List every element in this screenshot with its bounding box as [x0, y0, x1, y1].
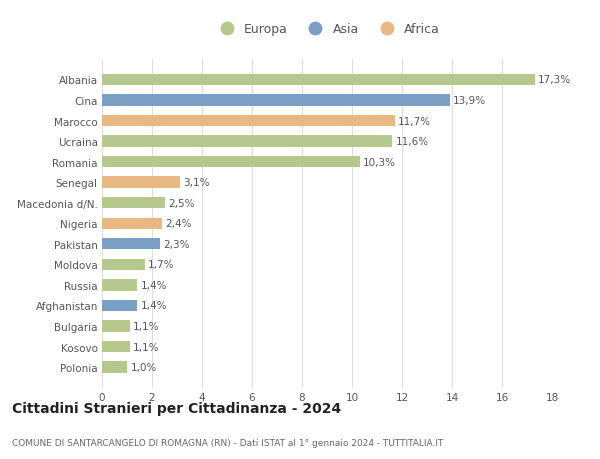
Legend: Europa, Asia, Africa: Europa, Asia, Africa: [214, 23, 440, 36]
Text: 1,1%: 1,1%: [133, 342, 160, 352]
Bar: [102, 198, 164, 209]
Text: 1,4%: 1,4%: [141, 301, 167, 311]
Text: 1,4%: 1,4%: [141, 280, 167, 290]
Bar: [102, 239, 160, 250]
Text: 1,7%: 1,7%: [148, 260, 175, 270]
Bar: [102, 75, 535, 86]
Text: 1,1%: 1,1%: [133, 321, 160, 331]
Text: COMUNE DI SANTARCANGELO DI ROMAGNA (RN) - Dati ISTAT al 1° gennaio 2024 - TUTTIT: COMUNE DI SANTARCANGELO DI ROMAGNA (RN) …: [12, 438, 443, 448]
Bar: [102, 95, 449, 106]
Text: 1,0%: 1,0%: [131, 362, 157, 372]
Bar: [102, 341, 130, 353]
Bar: [102, 177, 179, 188]
Bar: [102, 280, 137, 291]
Text: Cittadini Stranieri per Cittadinanza - 2024: Cittadini Stranieri per Cittadinanza - 2…: [12, 402, 341, 415]
Text: 2,4%: 2,4%: [166, 219, 192, 229]
Text: 10,3%: 10,3%: [363, 157, 396, 167]
Text: 11,7%: 11,7%: [398, 116, 431, 126]
Bar: [102, 259, 145, 270]
Bar: [102, 218, 162, 230]
Bar: [102, 116, 395, 127]
Text: 13,9%: 13,9%: [453, 96, 487, 106]
Text: 2,5%: 2,5%: [168, 198, 195, 208]
Text: 3,1%: 3,1%: [183, 178, 210, 188]
Bar: [102, 136, 392, 147]
Text: 17,3%: 17,3%: [538, 75, 571, 85]
Text: 2,3%: 2,3%: [163, 239, 190, 249]
Bar: [102, 300, 137, 311]
Bar: [102, 362, 127, 373]
Bar: [102, 157, 359, 168]
Text: 11,6%: 11,6%: [396, 137, 429, 147]
Bar: [102, 321, 130, 332]
